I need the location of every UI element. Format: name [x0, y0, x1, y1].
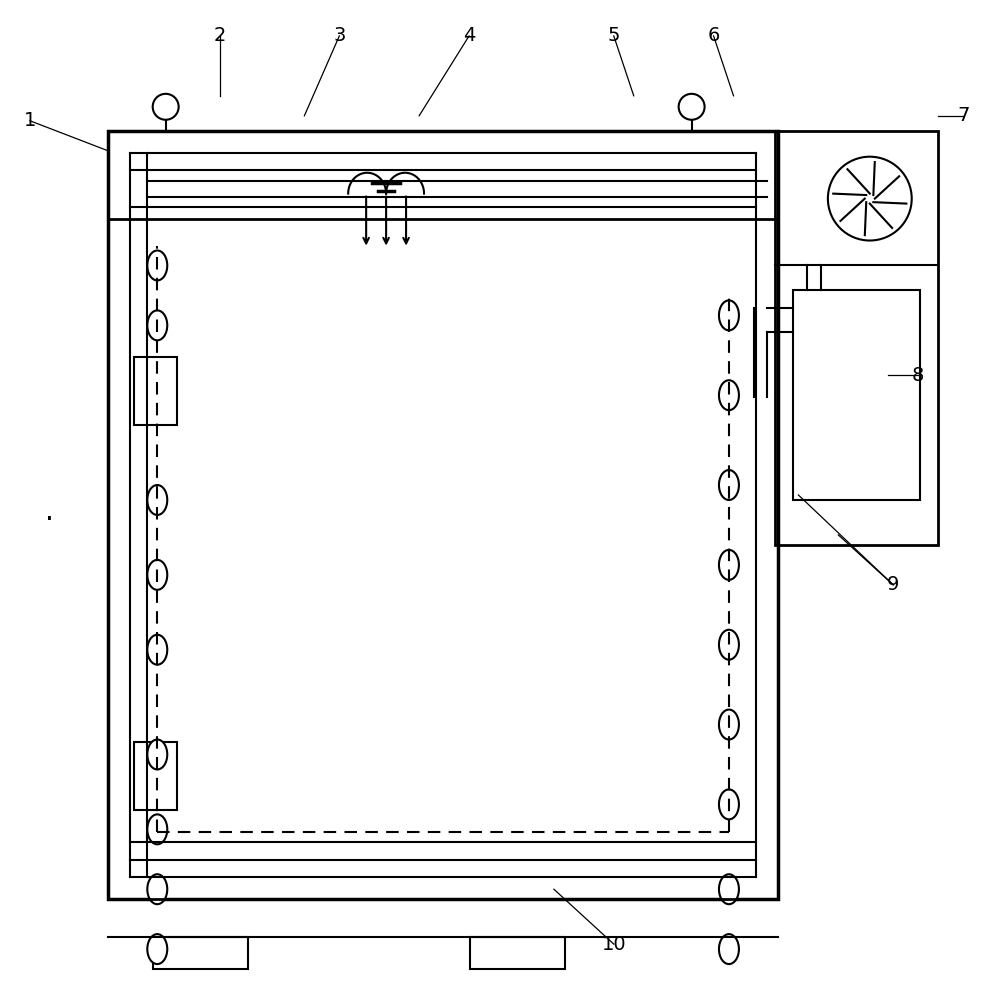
Ellipse shape — [148, 934, 168, 964]
Text: 8: 8 — [912, 366, 924, 385]
Ellipse shape — [148, 874, 168, 904]
Ellipse shape — [148, 814, 168, 844]
Text: 5: 5 — [608, 26, 620, 45]
Ellipse shape — [148, 310, 168, 340]
Ellipse shape — [148, 740, 168, 769]
Text: 1: 1 — [24, 111, 36, 130]
Ellipse shape — [719, 874, 739, 904]
Ellipse shape — [719, 934, 739, 964]
Ellipse shape — [719, 630, 739, 660]
Text: 9: 9 — [887, 575, 899, 594]
Ellipse shape — [148, 485, 168, 515]
Ellipse shape — [719, 710, 739, 740]
Polygon shape — [134, 357, 177, 425]
Text: ·: · — [46, 506, 54, 534]
Ellipse shape — [148, 560, 168, 590]
Ellipse shape — [719, 470, 739, 500]
Ellipse shape — [148, 635, 168, 665]
Text: 2: 2 — [214, 26, 226, 45]
Text: 7: 7 — [957, 106, 969, 125]
Ellipse shape — [719, 550, 739, 580]
Text: 6: 6 — [708, 26, 720, 45]
Ellipse shape — [719, 380, 739, 410]
Text: 4: 4 — [463, 26, 475, 45]
Text: 10: 10 — [602, 935, 626, 954]
Polygon shape — [134, 742, 177, 810]
Ellipse shape — [719, 300, 739, 330]
Text: 3: 3 — [333, 26, 345, 45]
Ellipse shape — [148, 250, 168, 280]
Ellipse shape — [719, 789, 739, 819]
